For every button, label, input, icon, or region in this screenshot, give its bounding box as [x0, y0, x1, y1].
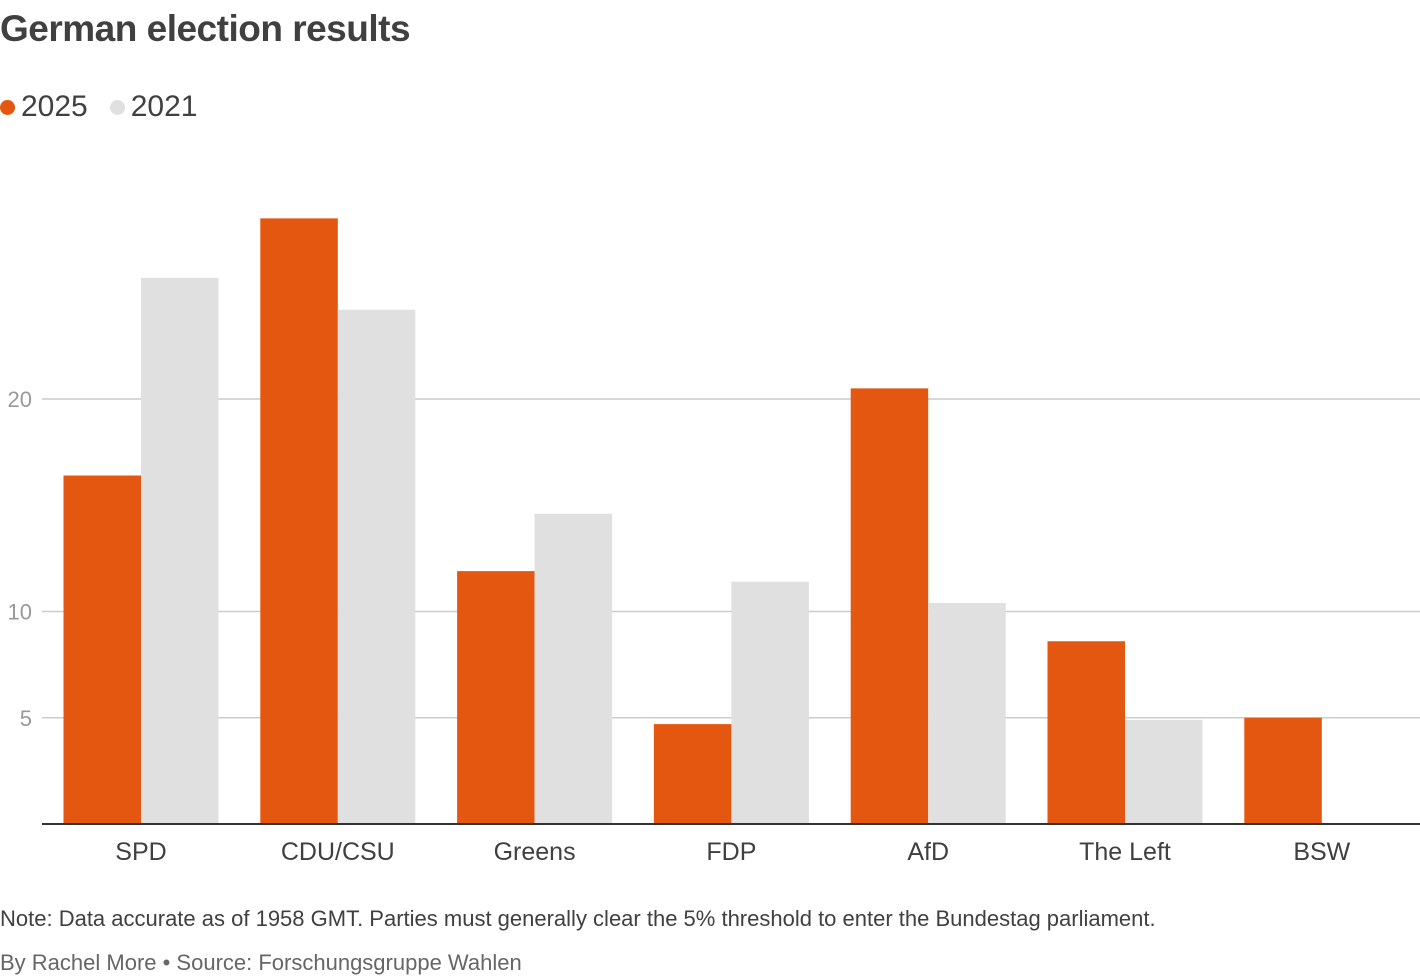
bar-2025-fdp [653, 724, 732, 824]
x-tick-label-spd: SPD [115, 838, 166, 866]
legend-label-2021: 2021 [130, 90, 198, 123]
legend-item-2021: 2021 [109, 90, 198, 124]
x-tick-label-cdu-csu: CDU/CSU [281, 838, 395, 866]
bar-2021-spd [141, 277, 219, 824]
bar-2021-fdp [731, 581, 809, 824]
y-tick-label-5: 5 [20, 706, 32, 731]
legend-swatch-2025 [0, 99, 15, 115]
legend-label-2025: 2025 [21, 90, 88, 123]
y-tick-label-20: 20 [8, 387, 32, 412]
legend: 2025 2021 [0, 90, 220, 124]
legend-swatch-2021 [109, 99, 125, 115]
chart-note: Note: Data accurate as of 1958 GMT. Part… [0, 906, 1156, 931]
chart-credit: By Rachel More • Source: Forschungsgrupp… [0, 950, 522, 975]
bar-2021-afd [928, 603, 1006, 824]
bar-2025-the-left [1047, 641, 1125, 824]
y-tick-label-10: 10 [8, 600, 32, 625]
bar-2021-cdu-csu [337, 309, 416, 824]
legend-item-2025: 2025 [0, 90, 88, 124]
bar-2025-greens [457, 571, 535, 824]
x-tick-label-the-left: The Left [1079, 838, 1171, 866]
x-tick-label-fdp: FDP [706, 838, 756, 866]
x-tick-label-afd: AfD [907, 838, 949, 866]
x-tick-label-greens: Greens [494, 838, 576, 866]
x-tick-label-bsw: BSW [1293, 838, 1350, 866]
bar-2021-greens [534, 513, 613, 824]
chart-title: German election results [0, 8, 411, 49]
bar-2021-the-left [1125, 719, 1203, 824]
bar-chart: 5 10 20 SPD CDU/CSU Greens FDP AfD The Left BSW [8, 218, 1420, 866]
bar-2025-cdu-csu [260, 218, 338, 824]
bar-2025-bsw [1244, 717, 1322, 824]
bar-2025-spd [63, 475, 141, 824]
bar-2025-afd [850, 388, 929, 824]
